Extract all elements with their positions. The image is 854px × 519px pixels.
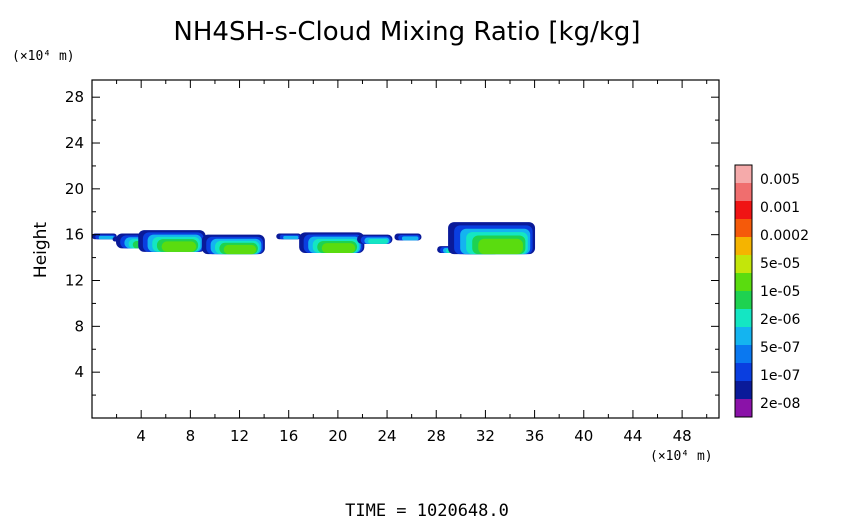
cloud-contour-band xyxy=(478,238,523,255)
y-axis-unit: (×10⁴ m) xyxy=(12,49,75,64)
x-axis-unit: (×10⁴ m) xyxy=(650,449,713,464)
cloud-blob xyxy=(394,233,422,241)
colorbar-swatch xyxy=(735,381,752,399)
cloud-contour-band xyxy=(283,235,299,240)
time-footer: TIME = 1020648.0 xyxy=(345,501,509,519)
cloud-blob xyxy=(448,222,536,255)
colorbar-swatch xyxy=(735,291,752,309)
colorbar-swatch xyxy=(735,363,752,381)
cloud-blob xyxy=(276,233,302,240)
x-tick-label: 48 xyxy=(673,427,692,445)
x-tick-label: 24 xyxy=(378,427,397,445)
x-tick-label: 40 xyxy=(574,427,593,445)
axis-ticks xyxy=(92,80,719,418)
colorbar-label: 0.0002 xyxy=(760,228,809,244)
colorbar-label: 5e-05 xyxy=(760,256,800,272)
cloud-contour-band xyxy=(161,241,197,252)
cloud-contour-band xyxy=(98,235,114,240)
colorbar-swatch xyxy=(735,201,752,219)
chart-title: NH4SH-s-Cloud Mixing Ratio [kg/kg] xyxy=(173,17,640,47)
x-tick-label: 8 xyxy=(186,427,196,445)
x-tick-label: 44 xyxy=(623,427,642,445)
colorbar-frame xyxy=(734,164,753,418)
colorbar-swatch xyxy=(735,255,752,273)
plot-frame xyxy=(91,79,720,419)
cloud-blob xyxy=(201,234,265,255)
colorbar-swatch xyxy=(735,273,752,291)
contour-fill-layer xyxy=(91,222,536,255)
y-tick-label: 8 xyxy=(74,317,84,335)
colorbar-label: 1e-07 xyxy=(760,368,800,384)
cloud-blob xyxy=(299,232,365,254)
cloud-contour-band xyxy=(401,236,419,241)
x-tick-label: 4 xyxy=(136,427,146,445)
colorbar-label: 0.001 xyxy=(760,200,800,216)
x-tick-label: 28 xyxy=(427,427,446,445)
y-tick-label: 16 xyxy=(65,226,84,244)
cloud-contour-band xyxy=(368,238,389,244)
cloud-blob xyxy=(357,234,393,244)
y-tick-label: 4 xyxy=(74,363,84,381)
colorbar-swatch xyxy=(735,165,752,183)
cloud-blob xyxy=(138,230,206,252)
x-tick-labels: 4 8 12 16 20 24 28 32 36 40 44 48 xyxy=(136,427,691,445)
x-tick-label: 16 xyxy=(279,427,298,445)
y-tick-label: 24 xyxy=(65,134,84,152)
cloud-contour-band xyxy=(321,243,356,254)
colorbar-label: 1e-05 xyxy=(760,284,800,300)
colorbar-label: 2e-08 xyxy=(760,396,800,412)
colorbar-swatch xyxy=(735,219,752,237)
colorbar-label: 0.005 xyxy=(760,172,800,188)
colorbar-swatch xyxy=(735,309,752,327)
colorbar-swatch xyxy=(735,237,752,255)
colorbar-swatch xyxy=(735,399,752,417)
cloud-contour-band xyxy=(223,244,257,255)
y-tick-label: 12 xyxy=(65,272,84,290)
colorbar-label: 5e-07 xyxy=(760,340,800,356)
x-tick-label: 20 xyxy=(328,427,347,445)
y-tick-labels: 4 8 12 16 20 24 28 xyxy=(65,88,84,381)
x-tick-label: 12 xyxy=(230,427,249,445)
colorbar-swatch xyxy=(735,345,752,363)
y-tick-label: 28 xyxy=(65,88,84,106)
x-tick-label: 32 xyxy=(476,427,495,445)
x-tick-label: 36 xyxy=(525,427,544,445)
y-axis-label: Height xyxy=(31,222,51,279)
colorbar-label: 2e-06 xyxy=(760,312,800,328)
y-tick-label: 20 xyxy=(65,180,84,198)
colorbar xyxy=(734,164,753,418)
colorbar-swatch xyxy=(735,183,752,201)
colorbar-labels: 2e-08 1e-07 5e-07 2e-06 1e-05 5e-05 0.0002 0.00… xyxy=(760,172,809,412)
colorbar-swatch xyxy=(735,327,752,345)
